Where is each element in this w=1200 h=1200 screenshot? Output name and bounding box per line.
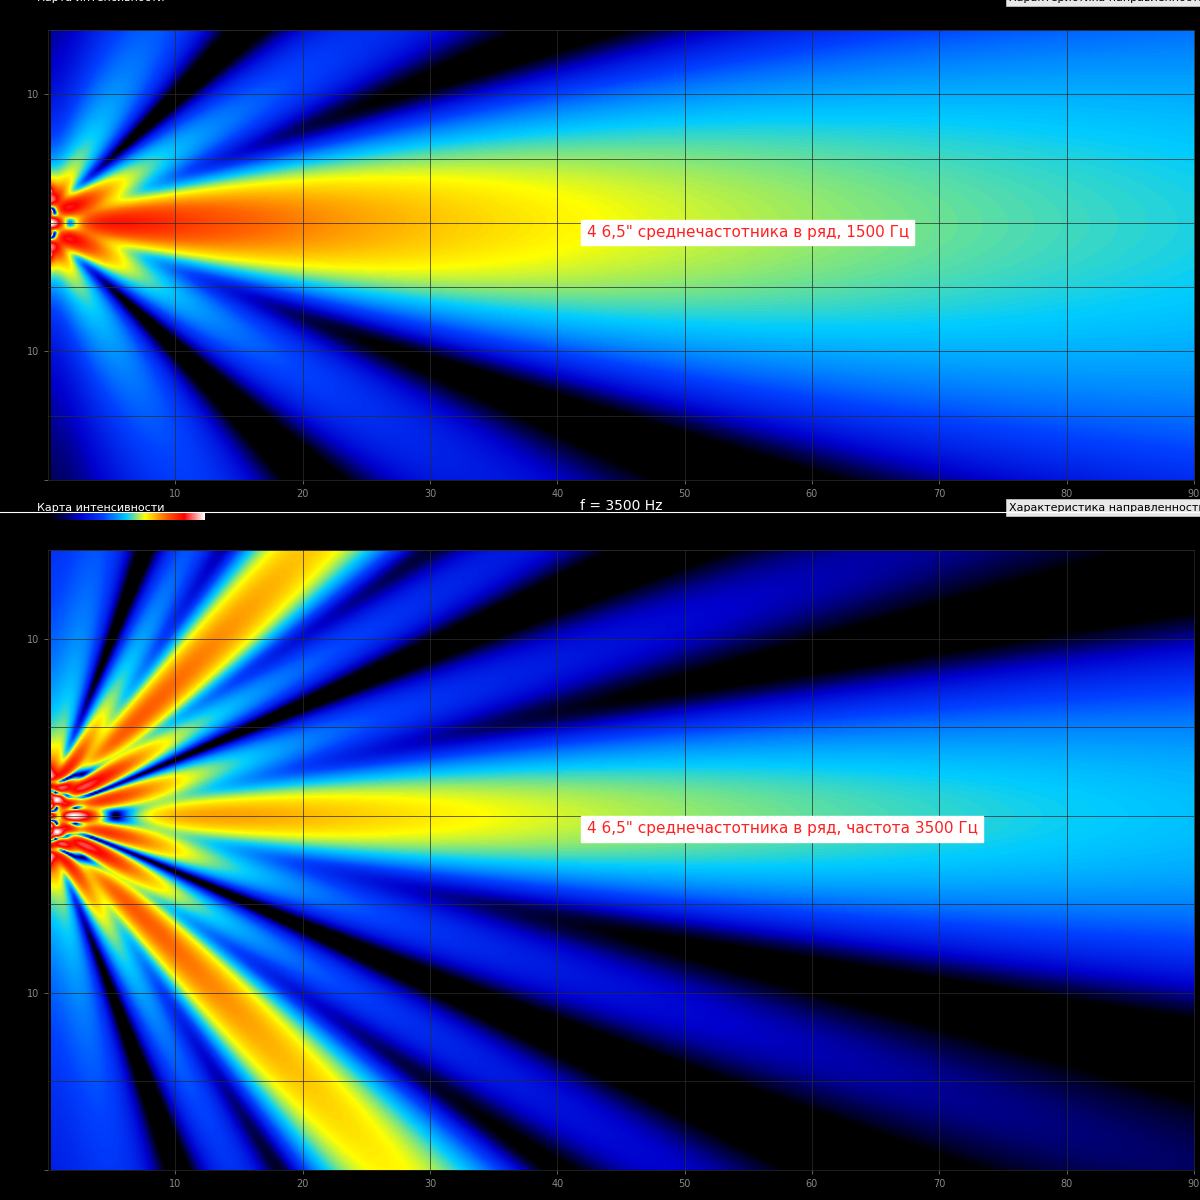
Text: f = 1500 Hz: f = 1500 Hz [580,0,662,4]
Text: f = 3500 Hz: f = 3500 Hz [580,499,662,512]
Text: Карта интенсивности: Карта интенсивности [36,0,164,4]
Text: Характеристика направленности: Характеристика направленности [1009,503,1200,512]
Text: 4 6,5" среднечастотника в ряд, частота 3500 Гц: 4 6,5" среднечастотника в ряд, частота 3… [587,822,978,836]
Text: Карта интенсивности: Карта интенсивности [36,503,164,512]
Text: 4 6,5" среднечастотника в ряд, 1500 Гц: 4 6,5" среднечастотника в ряд, 1500 Гц [587,226,908,240]
Text: Характеристика направленности: Характеристика направленности [1009,0,1200,4]
